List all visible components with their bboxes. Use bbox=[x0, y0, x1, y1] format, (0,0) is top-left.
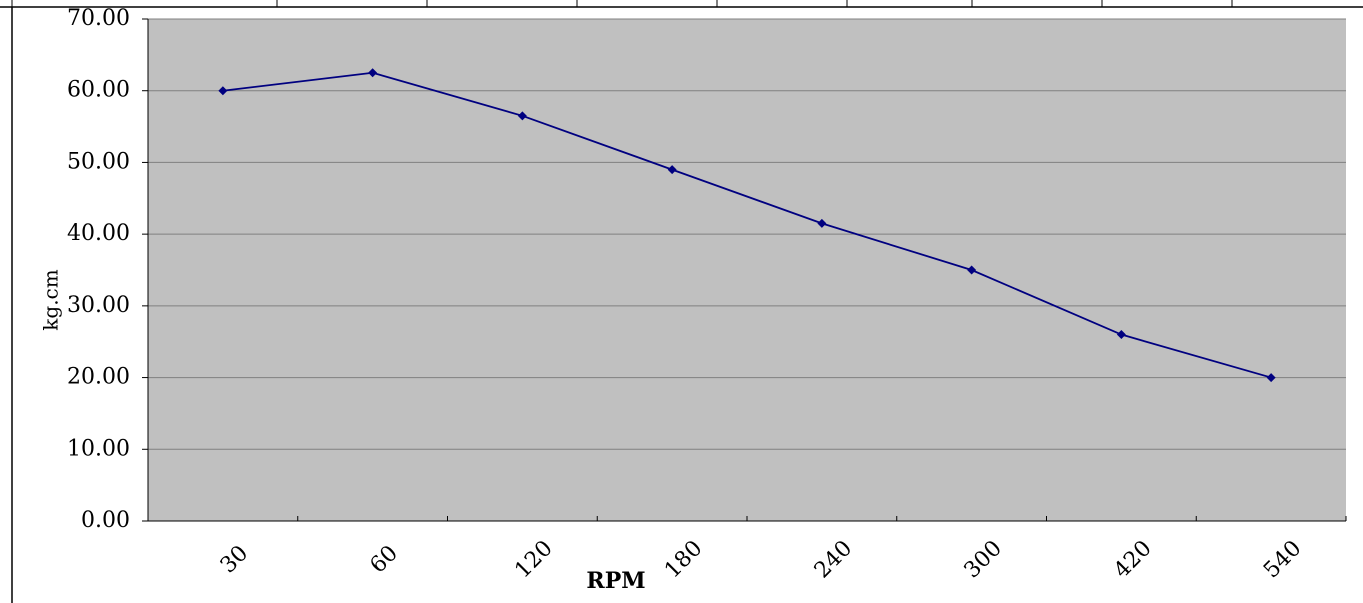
plot-area bbox=[148, 19, 1346, 521]
y-tick-label: 40.00 bbox=[67, 221, 130, 246]
gridlines bbox=[148, 18, 1346, 450]
y-axis-title: kg.cm bbox=[39, 269, 63, 330]
data-point bbox=[667, 165, 677, 175]
y-tick-label: 20.00 bbox=[67, 365, 130, 390]
x-tick-label: 60 bbox=[366, 541, 403, 578]
y-tick-label: 0.00 bbox=[81, 508, 130, 533]
data-point bbox=[218, 86, 228, 96]
series-line bbox=[222, 71, 1272, 379]
x-tick-label: 120 bbox=[510, 536, 557, 583]
axes bbox=[142, 18, 1347, 522]
x-tick-label: 180 bbox=[660, 536, 707, 583]
x-tick-label: 300 bbox=[960, 536, 1007, 583]
series bbox=[218, 68, 1276, 383]
y-tick-label: 70.00 bbox=[67, 6, 130, 31]
y-tick-label: 10.00 bbox=[67, 436, 130, 461]
data-point bbox=[817, 218, 827, 228]
y-tick-label: 30.00 bbox=[67, 293, 130, 318]
data-point bbox=[967, 265, 977, 275]
x-tick-label: 30 bbox=[216, 541, 253, 578]
y-tick-label: 60.00 bbox=[67, 78, 130, 103]
x-tick-label: 240 bbox=[810, 536, 857, 583]
x-axis-title: RPM bbox=[586, 568, 645, 594]
y-tick-labels: 0.00 10.00 20.00 30.00 40.00 50.00 60.00 70.00 bbox=[67, 6, 130, 533]
data-point bbox=[1266, 373, 1276, 383]
data-point bbox=[517, 111, 527, 121]
data-point bbox=[368, 68, 378, 78]
top-table-fragment bbox=[0, 0, 1363, 8]
y-tick-label: 50.00 bbox=[67, 149, 130, 174]
x-tick-label: 540 bbox=[1259, 536, 1306, 583]
x-tick-label: 420 bbox=[1109, 536, 1156, 583]
x-tick-labels: 30 60 120 180 240 300 420 540 bbox=[216, 536, 1307, 583]
data-point bbox=[1116, 330, 1126, 340]
